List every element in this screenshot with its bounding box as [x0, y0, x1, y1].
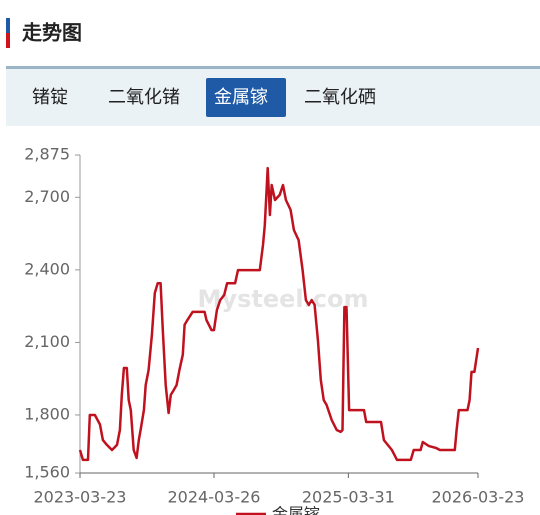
tab[interactable]: 二氧化硒 — [304, 87, 376, 108]
y-tick-label: 1,800 — [24, 404, 70, 423]
title-bar-top — [6, 18, 10, 33]
legend-label[interactable]: 金属镓 — [272, 505, 320, 515]
y-tick-label: 2,100 — [24, 332, 70, 351]
x-tick-label: 2025-03-31 — [302, 488, 395, 507]
line — [78, 166, 480, 462]
page-title: 走势图 — [22, 21, 82, 45]
tab[interactable]: 二氧化锗 — [108, 87, 180, 108]
tabs: 锗锭 二氧化锗 金属镓 二氧化硒 — [32, 78, 376, 117]
y-tick-label: 2,400 — [24, 259, 70, 278]
tab-active-bg[interactable] — [206, 78, 286, 117]
tab[interactable]: 锗锭 — [32, 87, 68, 108]
y-tick-label: 1,560 — [24, 463, 70, 482]
y-tick-label: 2,875 — [24, 145, 70, 164]
title-bar-bottom — [6, 33, 10, 48]
x-tick-label: 2023-03-23 — [34, 488, 127, 507]
x-tick-label: 2024-03-26 — [168, 488, 261, 507]
tab[interactable]: 金属镓 — [214, 87, 268, 108]
y-tick-label: 2,700 — [24, 187, 70, 206]
tab-bar-border — [6, 66, 540, 69]
chart: Mysteel.com 1,560 1,800 2,100 2,400 2,700 2,87… — [24, 145, 524, 515]
watermark: Mysteel.com — [198, 285, 369, 313]
x-tick-label: 2026-03-23 — [432, 488, 525, 507]
